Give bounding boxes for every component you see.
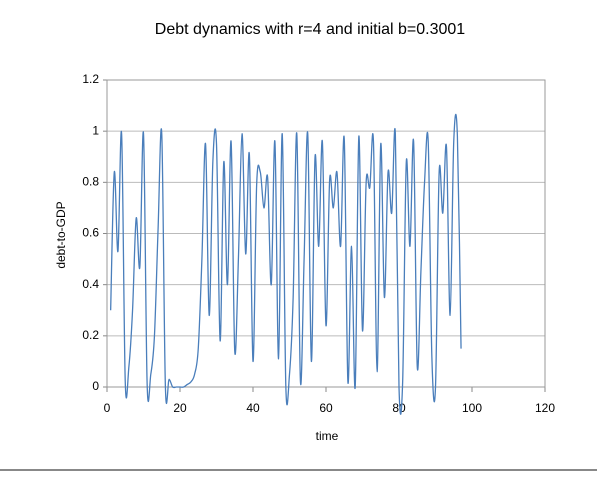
y-tick-label: 0.6	[82, 226, 99, 240]
x-tick-label: 20	[173, 401, 187, 415]
y-tick-label: 1	[92, 123, 99, 137]
x-tick-label: 80	[392, 401, 406, 415]
chart-title: Debt dynamics with r=4 and initial b=0.3…	[155, 21, 466, 38]
y-tick-label: 0.2	[82, 328, 99, 342]
plot-frame	[106, 79, 546, 388]
x-tick-label: 120	[535, 401, 555, 415]
x-tick-label: 60	[319, 401, 333, 415]
y-tick-label: 0	[92, 379, 99, 393]
x-tick-label: 40	[246, 401, 260, 415]
data-line	[110, 113, 462, 415]
x-tick-label: 100	[462, 401, 482, 415]
x-tick-label: 0	[104, 401, 111, 415]
y-tick-label: 0.8	[82, 175, 99, 189]
y-tick-label: 1.2	[82, 72, 99, 86]
x-axis-label: time	[316, 429, 339, 443]
y-tick-label: 0.4	[82, 277, 99, 291]
y-axis-label: debt-to-GDP	[54, 201, 68, 268]
